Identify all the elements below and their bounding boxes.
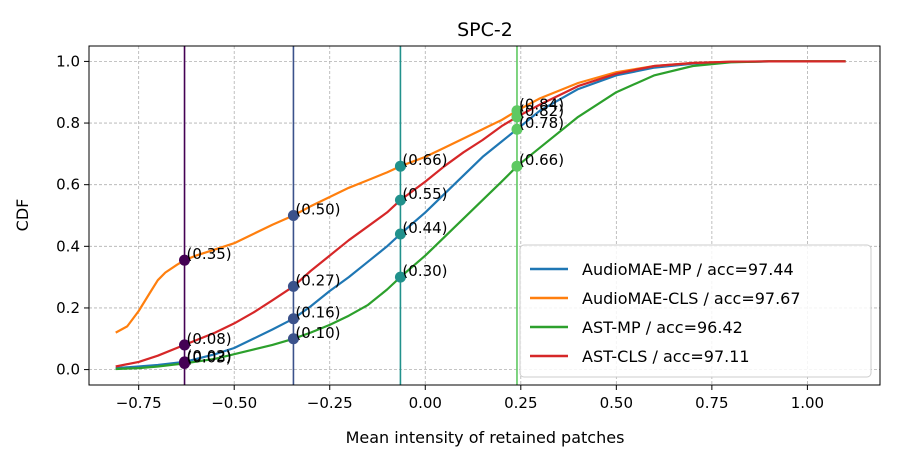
marker-annotation: (0.16) — [295, 304, 340, 322]
legend-label: AudioMAE-CLS / acc=97.67 — [582, 289, 801, 308]
data-marker — [394, 271, 406, 283]
data-marker — [511, 111, 523, 123]
y-tick-label: 1.0 — [56, 52, 80, 70]
legend-label: AST-CLS / acc=97.11 — [582, 347, 750, 366]
data-marker — [287, 280, 299, 292]
x-axis-ticks: −0.75 −0.50 −0.25 0.00 0.25 0.50 0.75 1.00 — [116, 385, 824, 412]
threshold-markers — [179, 105, 523, 369]
x-tick-label: 0.00 — [409, 394, 442, 412]
y-tick-label: 0.6 — [56, 176, 80, 194]
data-marker — [179, 357, 191, 369]
marker-annotation: (0.55) — [402, 185, 447, 203]
data-marker — [511, 123, 523, 135]
x-tick-label: −0.75 — [116, 394, 162, 412]
marker-annotation: (0.78) — [519, 114, 564, 132]
data-marker — [179, 254, 191, 266]
legend-label: AudioMAE-MP / acc=97.44 — [582, 260, 794, 279]
series-line — [115, 60, 846, 368]
data-marker — [287, 313, 299, 325]
y-axis-label: CDF — [13, 199, 32, 232]
data-marker — [394, 194, 406, 206]
data-marker — [511, 160, 523, 172]
marker-annotation: (0.82) — [519, 102, 564, 120]
marker-annotations: (0.35) (0.08)(0.02)(0.03) (0.50) (0.27) (0.1… — [187, 96, 565, 367]
x-tick-label: −0.25 — [307, 394, 353, 412]
data-marker — [179, 339, 191, 351]
x-tick-label: −0.50 — [211, 394, 257, 412]
data-marker — [287, 210, 299, 221]
marker-annotation: (0.66) — [402, 151, 447, 169]
y-tick-label: 0.4 — [56, 237, 80, 255]
x-tick-label: 0.25 — [504, 394, 537, 412]
marker-annotation: (0.02) — [187, 347, 232, 365]
x-tick-label: 0.75 — [695, 394, 728, 412]
legend-label: AST-MP / acc=96.42 — [582, 318, 743, 337]
marker-annotation: (0.50) — [295, 201, 340, 219]
y-tick-label: 0.0 — [56, 361, 80, 379]
y-axis-ticks: 0.0 0.2 0.4 0.6 0.8 1.0 — [56, 52, 89, 379]
legend: AudioMAE-MP / acc=97.44 AudioMAE-CLS / ac… — [519, 244, 872, 378]
marker-annotation: (0.30) — [402, 262, 447, 280]
data-marker — [394, 160, 406, 172]
marker-annotation: (0.27) — [295, 271, 340, 289]
vertical-marker-lines — [183, 46, 518, 385]
chart-title: SPC-2 — [457, 19, 513, 41]
series-line — [115, 60, 846, 370]
x-tick-label: 0.50 — [600, 394, 633, 412]
marker-annotation: (0.66) — [519, 151, 564, 169]
data-marker — [287, 333, 299, 345]
marker-annotation: (0.08) — [187, 330, 232, 348]
marker-annotation: (0.84) — [519, 96, 564, 114]
x-axis-label: Mean intensity of retained patches — [346, 428, 625, 447]
legend-box — [519, 244, 872, 378]
y-tick-label: 0.2 — [56, 299, 80, 317]
marker-annotation: (0.44) — [402, 219, 447, 237]
marker-annotation: (0.10) — [295, 324, 340, 342]
data-marker — [394, 228, 406, 240]
plot-frame — [88, 45, 881, 386]
marker-annotation: (0.03) — [187, 348, 232, 366]
x-tick-label: 1.00 — [791, 394, 824, 412]
series-line — [115, 60, 846, 371]
series-lines — [115, 60, 846, 371]
marker-annotation: (0.35) — [187, 245, 232, 263]
y-tick-label: 0.8 — [56, 114, 80, 132]
